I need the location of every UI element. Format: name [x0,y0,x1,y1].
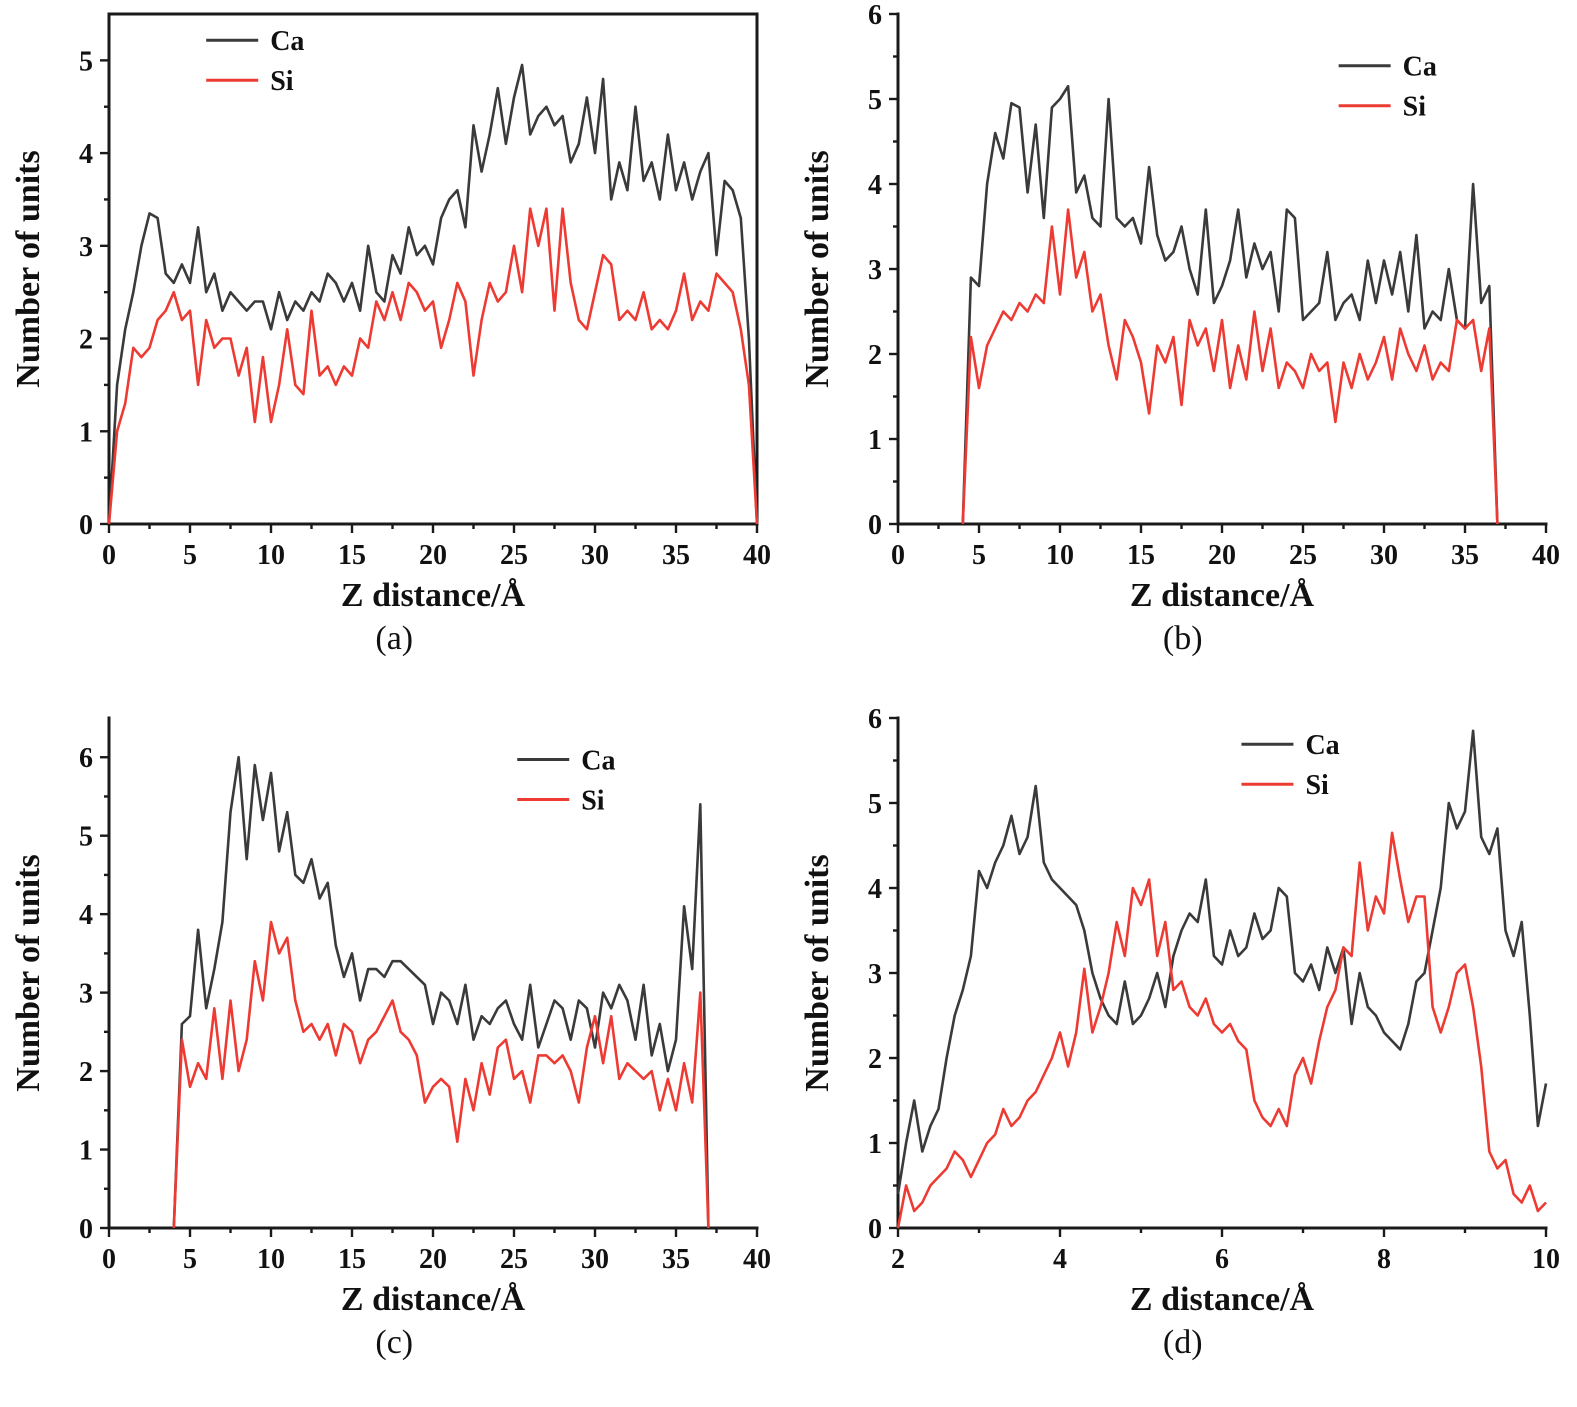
y-tick-label: 3 [868,959,882,990]
y-tick-label: 2 [79,1057,93,1088]
legend-label-ca: Ca [581,745,615,776]
y-tick-label: 6 [868,704,882,735]
y-tick-label: 1 [79,1135,93,1166]
x-tick-label: 35 [662,1244,690,1275]
y-tick-label: 2 [79,325,93,356]
y-tick-label: 3 [79,232,93,263]
y-tick-label: 5 [868,789,882,820]
caption-c: (c) [375,1323,414,1361]
y-tick-label: 5 [868,85,882,116]
x-tick-label: 30 [1370,540,1398,571]
x-tick-label: 0 [102,1244,116,1275]
x-tick-label: 5 [972,540,986,571]
legend-label-si: Si [1305,770,1329,801]
legend-label-ca: Ca [1305,730,1339,761]
series-line-ca [107,63,759,525]
chart-d: 2 4 6 8 10 0 1 2 3 4 5 6 Z distance/Å Number of units… [799,704,1560,1318]
y-tick-label: 3 [79,978,93,1009]
y-tick-label: 2 [868,1044,882,1075]
y-axis-label: Number of units [10,150,47,387]
caption-a: (a) [375,620,414,657]
x-tick-label: 25 [500,1244,528,1275]
y-tick-label: 4 [79,900,93,931]
x-tick-label: 25 [1289,540,1317,571]
x-tick-label: 4 [1053,1244,1067,1275]
chart-a: 0 5 10 15 20 25 30 35 40 0 1 2 3 4 5 Z distance/Å Number… [10,12,771,614]
y-tick-label: 1 [868,1129,882,1160]
x-axis-label: Z distance/Å [341,577,526,614]
x-tick-label: 10 [1532,1244,1560,1275]
legend-label-si: Si [270,66,294,97]
x-tick-label: 8 [1377,1244,1391,1275]
series-line-si [172,920,710,1228]
x-tick-label: 20 [419,540,447,571]
x-tick-label: 35 [1451,540,1479,571]
y-tick-label: 5 [79,821,93,852]
y-tick-label: 0 [868,510,882,541]
x-tick-label: 40 [1532,540,1560,571]
series-line-ca [172,755,710,1228]
legend-label-ca: Ca [270,26,304,57]
legend-label-ca: Ca [1402,52,1436,83]
y-tick-label: 0 [79,1214,93,1245]
y-tick-label: 3 [868,255,882,286]
x-tick-label: 10 [1046,540,1074,571]
y-axis-label: Number of units [799,150,836,387]
x-axis-label: Z distance/Å [341,1281,526,1318]
y-tick-label: 0 [868,1214,882,1245]
chart-b: 0 5 10 15 20 25 30 35 40 0 1 2 3 4 5 6 Z distance/Å Numbe… [799,0,1560,614]
series-line-si [896,831,1547,1228]
x-tick-label: 15 [338,1244,366,1275]
caption-d: (d) [1162,1323,1203,1361]
series-line-si [961,208,1499,525]
panel-d: 2 4 6 8 10 0 1 2 3 4 5 6 Z distance/Å Number of units… [789,704,1577,1407]
y-axis-label: Number of units [799,854,836,1091]
legend-label-si: Si [581,785,605,816]
x-tick-label: 15 [1127,540,1155,571]
y-tick-label: 1 [79,417,93,448]
x-tick-label: 25 [500,540,528,571]
x-tick-label: 6 [1215,1244,1229,1275]
y-tick-label: 6 [79,743,93,774]
y-tick-label: 0 [79,510,93,541]
y-tick-label: 4 [79,139,93,170]
panel-a: 0 5 10 15 20 25 30 35 40 0 1 2 3 4 5 Z distance/Å Number… [0,0,789,704]
x-tick-label: 20 [419,1244,447,1275]
x-tick-label: 40 [743,1244,771,1275]
x-tick-label: 20 [1208,540,1236,571]
y-tick-label: 1 [868,425,882,456]
chart-c: 0 5 10 15 20 25 30 35 40 0 1 2 3 4 5 6 Z distance/Å Numbe… [10,716,771,1318]
x-tick-label: 15 [338,540,366,571]
x-tick-label: 40 [743,540,771,571]
series-line-si [107,207,759,525]
caption-b: (b) [1162,620,1203,657]
y-tick-label: 5 [79,46,93,77]
legend-label-si: Si [1402,92,1426,123]
y-tick-label: 4 [868,874,882,905]
panel-b: 0 5 10 15 20 25 30 35 40 0 1 2 3 4 5 6 Z distance/Å Numbe… [789,0,1577,704]
y-axis-label: Number of units [10,854,47,1091]
x-tick-label: 35 [662,540,690,571]
x-tick-label: 30 [581,540,609,571]
x-tick-label: 30 [581,1244,609,1275]
x-tick-label: 0 [102,540,116,571]
x-tick-label: 10 [257,1244,285,1275]
x-tick-label: 10 [257,540,285,571]
series-line-ca [896,728,1548,1194]
x-axis-label: Z distance/Å [1130,577,1315,614]
y-tick-label: 4 [868,170,882,201]
x-tick-label: 5 [183,540,197,571]
panel-c: 0 5 10 15 20 25 30 35 40 0 1 2 3 4 5 6 Z distance/Å Numbe… [0,704,789,1407]
series-line-ca [961,84,1499,525]
x-axis-label: Z distance/Å [1130,1281,1315,1318]
y-tick-label: 2 [868,340,882,371]
x-tick-label: 0 [891,540,905,571]
x-tick-label: 5 [183,1244,197,1275]
y-tick-label: 6 [868,0,882,31]
x-tick-label: 2 [891,1244,905,1275]
